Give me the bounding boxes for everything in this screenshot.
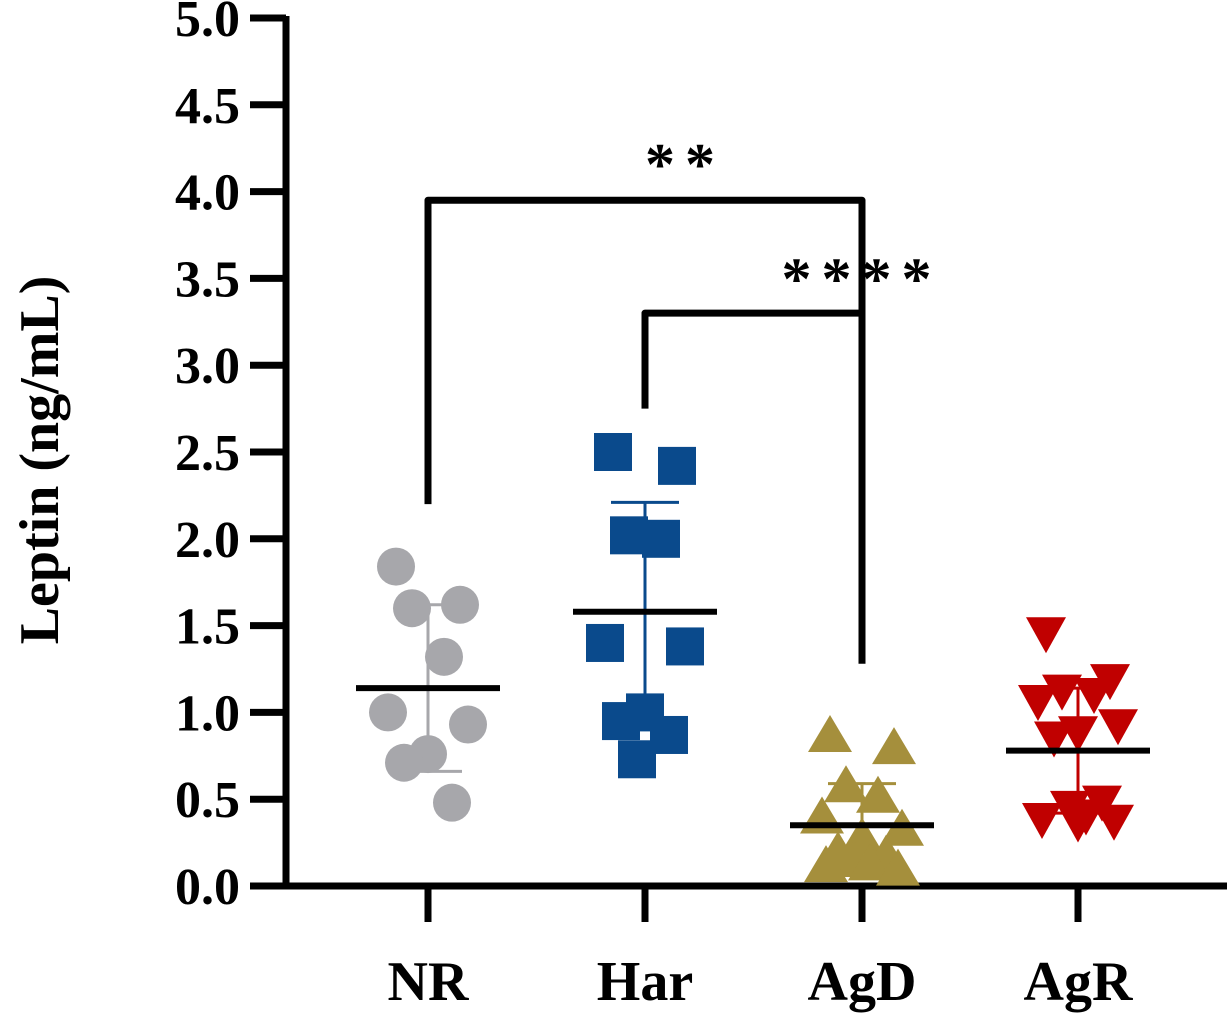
data-point bbox=[433, 783, 471, 822]
data-point bbox=[808, 714, 852, 752]
y-tick-label: 3.0 bbox=[175, 338, 240, 395]
y-tick-label: 0.0 bbox=[175, 859, 240, 916]
data-point bbox=[666, 627, 704, 666]
data-point bbox=[377, 547, 415, 586]
y-tick-label: 3.5 bbox=[175, 251, 240, 308]
data-point bbox=[1094, 804, 1134, 841]
data-point bbox=[650, 715, 688, 754]
data-point bbox=[1058, 806, 1098, 843]
data-point bbox=[618, 740, 656, 779]
data-point bbox=[393, 589, 431, 628]
y-tick-label: 2.0 bbox=[175, 512, 240, 569]
data-point bbox=[876, 848, 920, 886]
data-point bbox=[1022, 803, 1062, 840]
y-tick-label: 4.5 bbox=[175, 78, 240, 135]
y-axis-title: Leptin (ng/mL) bbox=[9, 276, 71, 645]
x-tick-label-agr: AgR bbox=[1024, 951, 1133, 1013]
data-point bbox=[594, 433, 632, 471]
data-point bbox=[642, 519, 680, 558]
significance-label: **** bbox=[782, 246, 942, 312]
data-point bbox=[1034, 721, 1074, 758]
data-point bbox=[856, 775, 900, 813]
data-point bbox=[1018, 684, 1058, 721]
y-tick-label: 2.5 bbox=[175, 425, 240, 482]
y-tick-label: 1.5 bbox=[175, 599, 240, 656]
x-tick-label-nr: NR bbox=[388, 951, 469, 1013]
data-point bbox=[1098, 709, 1138, 746]
data-point bbox=[804, 845, 848, 883]
significance-label: ** bbox=[645, 131, 725, 197]
data-point bbox=[449, 705, 487, 744]
y-tick-label: 5.0 bbox=[175, 0, 240, 48]
group-har bbox=[573, 433, 717, 779]
x-tick-label-agd: AgD bbox=[808, 951, 917, 1013]
y-tick-label: 0.5 bbox=[175, 772, 240, 829]
data-point bbox=[441, 585, 479, 624]
data-point bbox=[824, 765, 868, 803]
data-point bbox=[369, 693, 407, 732]
group-agr bbox=[1006, 617, 1150, 843]
y-tick-label: 1.0 bbox=[175, 685, 240, 742]
group-nr bbox=[356, 547, 500, 822]
x-tick-label-har: Har bbox=[597, 951, 693, 1013]
group-agd bbox=[790, 714, 934, 886]
data-point bbox=[1042, 674, 1082, 711]
axes: 0.0 0.5 1.0 1.5 2.0 2.5 3.0 3.5 4.0 4.5 5.0 NR Har Ag… bbox=[175, 0, 1227, 1013]
data-point bbox=[1074, 678, 1114, 715]
data-point bbox=[848, 843, 892, 881]
data-point bbox=[872, 727, 916, 765]
data-groups bbox=[356, 433, 1150, 886]
significance-brackets: ****** bbox=[424, 131, 942, 664]
data-point bbox=[425, 637, 463, 676]
data-point bbox=[602, 702, 640, 741]
y-tick-label: 4.0 bbox=[175, 165, 240, 222]
data-point bbox=[658, 446, 696, 485]
data-point bbox=[1026, 617, 1066, 654]
data-point bbox=[586, 623, 624, 662]
data-point bbox=[385, 743, 423, 782]
significance-bracket bbox=[424, 196, 866, 664]
significance-bracket bbox=[641, 309, 862, 409]
data-point bbox=[610, 516, 648, 555]
